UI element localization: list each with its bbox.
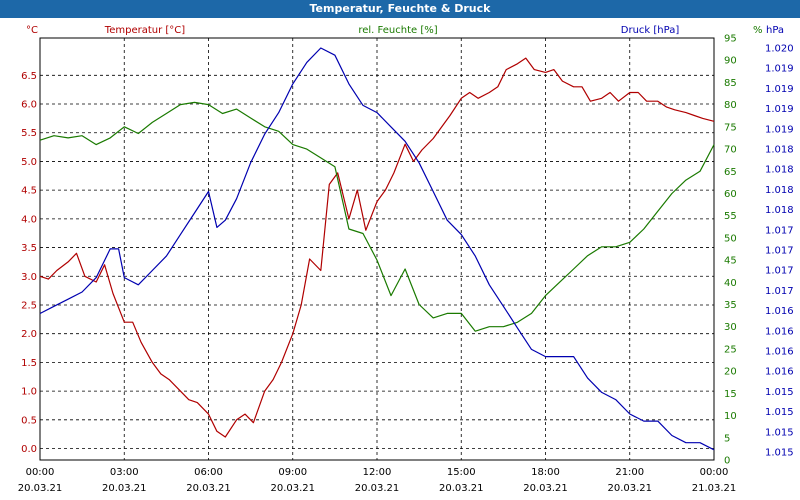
humidity-unit: % [753, 25, 763, 36]
pressure-tick-label: 1.019 [765, 84, 794, 95]
pressure-axis-name: Druck [hPa] [621, 25, 680, 36]
pressure-tick-label: 1.018 [765, 185, 794, 196]
pressure-tick-label: 1.017 [765, 246, 794, 257]
x-tick-date: 20.03.21 [607, 483, 652, 494]
pressure-tick-label: 1.017 [765, 266, 794, 277]
temperature-tick-label: 0.0 [21, 444, 37, 455]
series-lines [39, 47, 715, 451]
x-tick-date: 21.03.21 [692, 483, 737, 494]
x-tick-time: 03:00 [110, 467, 139, 478]
pressure-series-line [39, 47, 715, 451]
humidity-tick-label: 35 [724, 300, 737, 311]
x-tick-date: 20.03.21 [270, 483, 315, 494]
pressure-tick-label: 1.016 [765, 306, 794, 317]
x-tick-time: 06:00 [194, 467, 223, 478]
humidity-tick-label: 60 [724, 189, 737, 200]
x-tick-time: 21:00 [615, 467, 644, 478]
pressure-tick-label: 1.015 [765, 387, 794, 398]
humidity-series-line [39, 101, 715, 332]
pressure-tick-label: 1.015 [765, 427, 794, 438]
temperature-tick-label: 0.5 [21, 415, 37, 426]
pressure-tick-label: 1.015 [765, 407, 794, 418]
grid [40, 38, 714, 460]
temperature-tick-label: 3.5 [21, 243, 37, 254]
humidity-tick-label: 0 [724, 456, 730, 467]
x-tick-date: 20.03.21 [18, 483, 63, 494]
pressure-tick-label: 1.017 [765, 286, 794, 297]
temperature-tick-label: 6.0 [21, 100, 37, 111]
x-tick-date: 20.03.21 [102, 483, 147, 494]
pressure-tick-label: 1.015 [765, 448, 794, 459]
plot-border [39, 37, 715, 461]
temperature-tick-label: 2.5 [21, 300, 37, 311]
pressure-tick-label: 1.019 [765, 124, 794, 135]
humidity-tick-label: 85 [724, 78, 737, 89]
x-tick-time: 18:00 [531, 467, 560, 478]
temperature-unit: °C [26, 25, 38, 36]
pressure-tick-label: 1.018 [765, 145, 794, 156]
temperature-axis-name: Temperatur [°C] [104, 25, 185, 36]
x-tick-time: 09:00 [278, 467, 307, 478]
humidity-tick-label: 25 [724, 344, 737, 355]
humidity-tick-label: 55 [724, 211, 737, 222]
humidity-axis-name: rel. Feuchte [%] [358, 25, 437, 36]
humidity-tick-label: 90 [724, 56, 737, 67]
temperature-tick-label: 1.0 [21, 387, 37, 398]
temperature-series-line [39, 57, 715, 438]
humidity-tick-label: 20 [724, 367, 737, 378]
pressure-tick-label: 1.020 [765, 44, 794, 55]
pressure-tick-label: 1.019 [765, 64, 794, 75]
pressure-tick-label: 1.018 [765, 205, 794, 216]
pressure-tick-label: 1.018 [765, 165, 794, 176]
x-tick-time: 00:00 [26, 467, 55, 478]
tick-labels: 0.0 0.5 1.0 1.5 2.0 2.5 3.0 3.5 4.0 4.5 5.0 5.5 6.0 6… [18, 34, 794, 495]
humidity-tick-label: 10 [724, 411, 737, 422]
humidity-tick-label: 45 [724, 256, 737, 267]
humidity-tick-label: 15 [724, 389, 737, 400]
axis-headers: °C Temperatur [°C] rel. Feuchte [%] Druck [… [26, 25, 784, 36]
temperature-tick-label: 2.0 [21, 329, 37, 340]
x-tick-time: 15:00 [447, 467, 476, 478]
x-tick-date: 20.03.21 [439, 483, 484, 494]
chart-title: Temperatur, Feuchte & Druck [0, 0, 800, 18]
pressure-unit: hPa [766, 25, 784, 36]
temperature-tick-label: 3.0 [21, 272, 37, 283]
pressure-tick-label: 1.016 [765, 347, 794, 358]
temperature-tick-label: 5.0 [21, 157, 37, 168]
humidity-tick-label: 80 [724, 100, 737, 111]
temperature-tick-label: 6.5 [21, 71, 37, 82]
humidity-tick-label: 40 [724, 278, 737, 289]
x-tick-date: 20.03.21 [523, 483, 568, 494]
humidity-tick-label: 30 [724, 322, 737, 333]
pressure-tick-label: 1.017 [765, 225, 794, 236]
x-tick-time: 12:00 [363, 467, 392, 478]
chart: 0.0 0.5 1.0 1.5 2.0 2.5 3.0 3.5 4.0 4.5 5.0 5.5 6.0 6… [18, 25, 794, 495]
humidity-tick-label: 50 [724, 233, 737, 244]
pressure-tick-label: 1.016 [765, 367, 794, 378]
plot-frame [39, 37, 715, 461]
humidity-tick-label: 95 [724, 34, 737, 45]
x-tick-date: 20.03.21 [355, 483, 400, 494]
temperature-tick-label: 4.5 [21, 186, 37, 197]
temperature-tick-label: 5.5 [21, 128, 37, 139]
humidity-tick-label: 65 [724, 167, 737, 178]
pressure-tick-label: 1.016 [765, 326, 794, 337]
humidity-tick-label: 70 [724, 145, 737, 156]
humidity-tick-label: 5 [724, 433, 730, 444]
humidity-tick-label: 75 [724, 122, 737, 133]
pressure-tick-label: 1.019 [765, 104, 794, 115]
temperature-tick-label: 1.5 [21, 358, 37, 369]
x-tick-time: 00:00 [700, 467, 729, 478]
temperature-tick-label: 4.0 [21, 214, 37, 225]
x-tick-date: 20.03.21 [186, 483, 231, 494]
